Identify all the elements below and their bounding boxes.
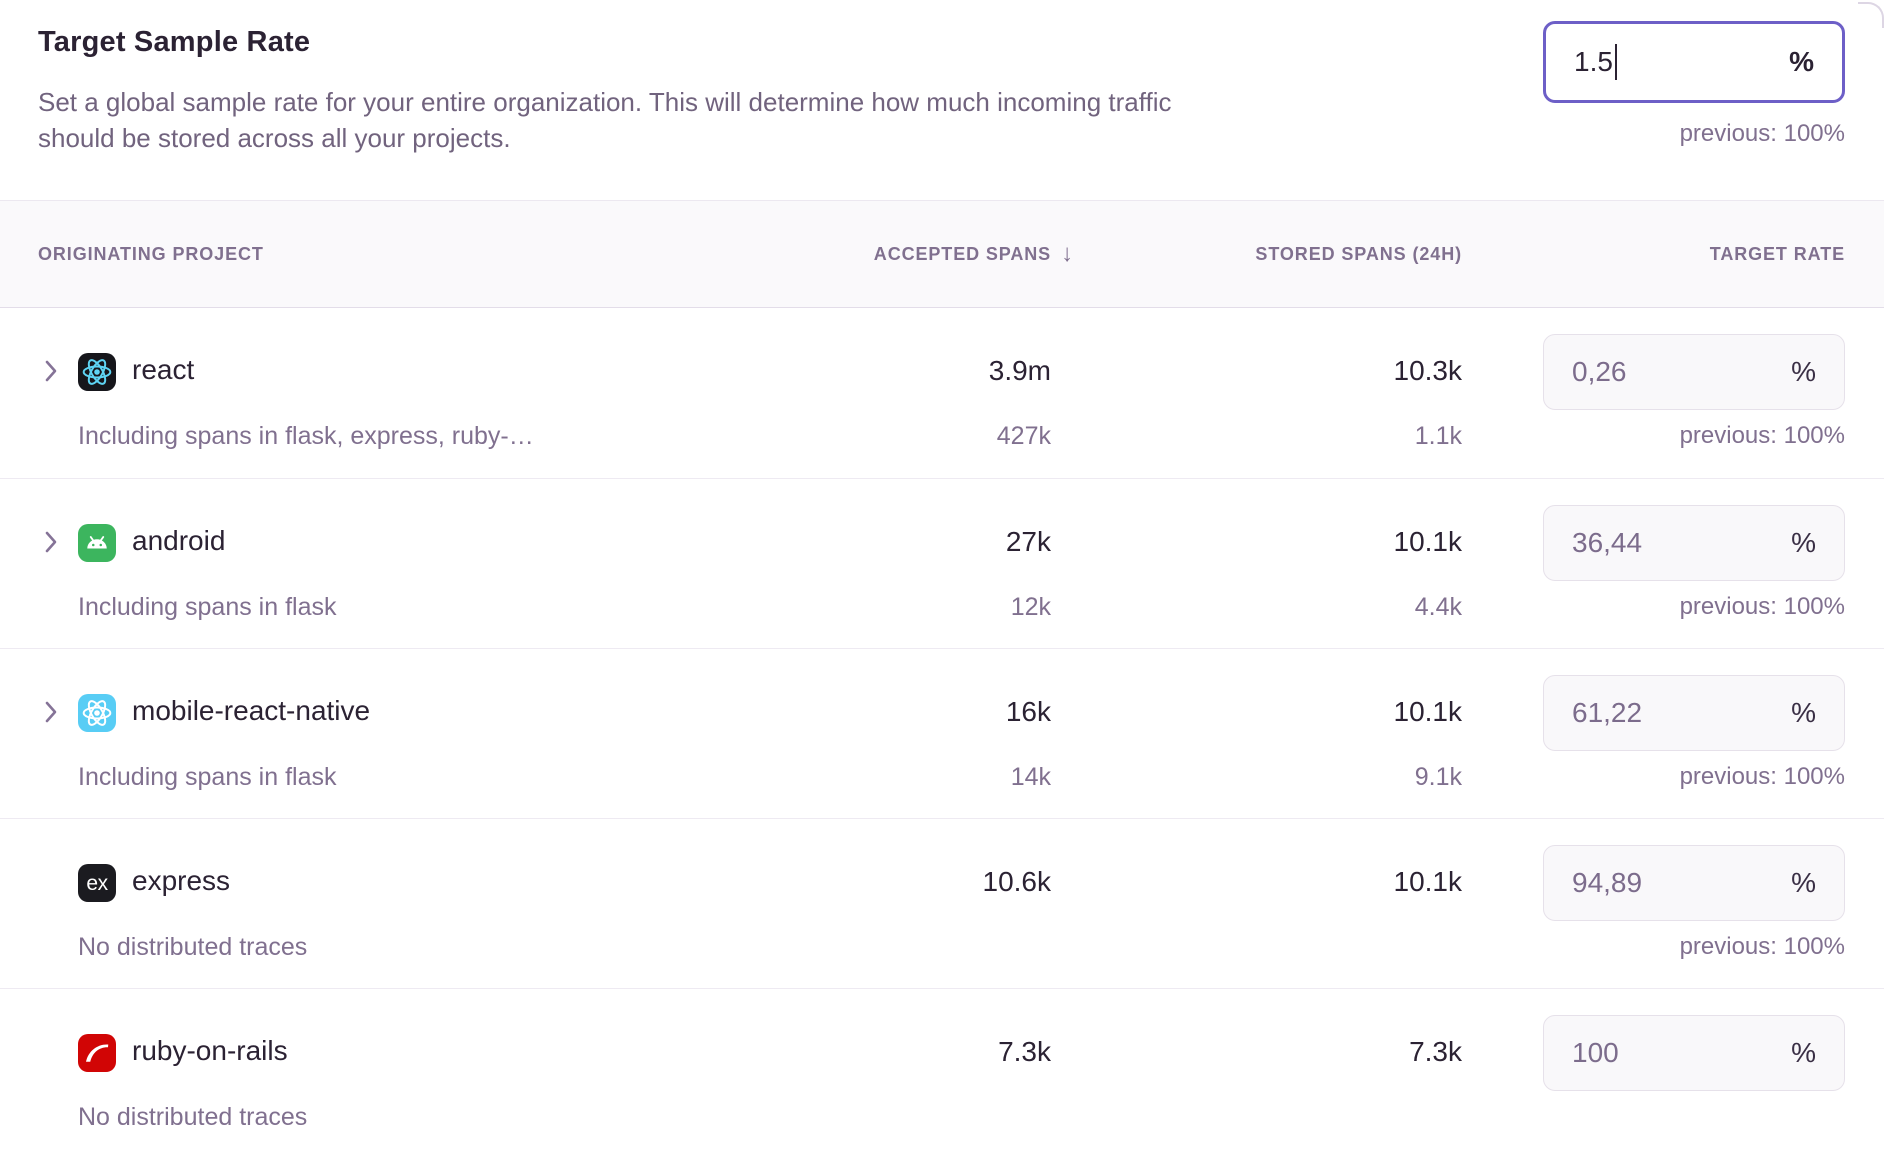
table-body: react 3.9m 10.3k 0,26 % Including spans … (0, 308, 1884, 1158)
chevron-right-icon (45, 701, 57, 723)
sort-descending-icon[interactable]: ↓ (1061, 240, 1074, 267)
android-robot-glyph (87, 536, 107, 549)
column-header-target-rate: TARGET RATE (1709, 243, 1845, 264)
stored-spans-subvalue: 1.1k (1414, 422, 1462, 450)
accepted-spans-value: 7.3k (998, 1036, 1051, 1067)
page-title: Target Sample Rate (38, 26, 311, 58)
target-rate-input[interactable]: 0,26 % (1543, 334, 1845, 410)
page-description: Set a global sample rate for your entire… (38, 87, 1172, 153)
express-glyph: ex (86, 871, 108, 895)
percent-unit-label: % (1791, 867, 1816, 898)
previous-rate-label: previous: 100% (1679, 593, 1845, 620)
project-name[interactable]: android (132, 525, 226, 556)
previous-rate-label: previous: 100% (1679, 933, 1845, 960)
project-name[interactable]: express (132, 865, 231, 896)
accepted-spans-subvalue: 12k (1010, 593, 1051, 621)
expand-row-button[interactable] (40, 699, 62, 727)
previous-rate-label: previous: 100% (1679, 422, 1845, 449)
target-rate-value: 36,44 (1572, 527, 1643, 558)
project-row-react: react 3.9m 10.3k 0,26 % Including spans … (0, 308, 1884, 478)
accepted-spans-subvalue: 14k (1010, 763, 1051, 791)
target-rate-value: 0,26 (1572, 356, 1627, 387)
project-row-express: ex express 10.6k 10.1k 94,89 % No distri… (0, 818, 1884, 988)
target-rate-input[interactable]: 36,44 % (1543, 505, 1845, 581)
project-subtitle: No distributed traces (78, 1103, 308, 1131)
react-atom-glyph (82, 359, 112, 385)
expand-row-button[interactable] (40, 358, 62, 386)
stored-spans-value: 10.1k (1393, 866, 1463, 897)
stored-spans-value: 10.1k (1393, 526, 1463, 557)
target-rate-value: 94,89 (1572, 867, 1643, 898)
stored-spans-subvalue: 9.1k (1414, 763, 1462, 791)
project-subtitle: Including spans in flask, express, ruby-… (78, 422, 534, 450)
stored-spans-value: 7.3k (1409, 1036, 1462, 1067)
previous-rate-label: previous: 100% (1679, 763, 1845, 790)
column-header-originating-project: ORIGINATING PROJECT (38, 243, 264, 264)
panel-header: Target Sample Rate Set a global sample r… (0, 0, 1884, 200)
global-sample-rate-input[interactable]: 1.5 % (1543, 21, 1845, 103)
text-cursor (1614, 44, 1617, 80)
accepted-spans-subvalue: 427k (996, 422, 1051, 450)
project-subtitle: Including spans in flask (78, 763, 337, 791)
target-rate-value: 100 (1572, 1037, 1619, 1068)
platform-icon-rails (78, 1034, 116, 1072)
platform-icon-express: ex (78, 864, 116, 902)
stored-spans-value: 10.3k (1393, 355, 1463, 386)
stored-spans-value: 10.1k (1393, 696, 1463, 727)
chevron-right-icon (45, 531, 57, 553)
project-subtitle: No distributed traces (78, 933, 308, 961)
percent-unit-label: % (1789, 46, 1814, 77)
expand-row-button[interactable] (40, 529, 62, 557)
column-header-stored-spans: STORED SPANS (24H) (1255, 243, 1462, 264)
target-rate-input[interactable]: 94,89 % (1543, 845, 1845, 921)
project-name[interactable]: ruby-on-rails (132, 1035, 288, 1066)
accepted-spans-value: 3.9m (988, 355, 1051, 386)
chevron-right-icon (45, 360, 57, 382)
project-subtitle: Including spans in flask (78, 593, 337, 621)
rails-swoosh-glyph (86, 1044, 109, 1062)
percent-unit-label: % (1791, 527, 1816, 558)
platform-icon-android (78, 524, 116, 562)
accepted-spans-value: 16k (1005, 696, 1051, 727)
percent-unit-label: % (1791, 356, 1816, 387)
panel-corner-border (1858, 2, 1884, 28)
percent-unit-label: % (1791, 1037, 1816, 1068)
global-sample-rate-value: 1.5 (1574, 44, 1617, 80)
project-row-android: android 27k 10.1k 36,44 % Including span… (0, 478, 1884, 648)
react-atom-glyph (82, 700, 112, 726)
platform-icon-react (78, 353, 116, 391)
accepted-spans-value: 10.6k (982, 866, 1052, 897)
previous-rate-label: previous: 100% (1679, 120, 1845, 147)
project-row-ruby-on-rails: ruby-on-rails 7.3k 7.3k 100 % No distrib… (0, 988, 1884, 1158)
table-header: ORIGINATING PROJECT ACCEPTED SPANS ↓ STO… (0, 200, 1884, 308)
project-row-mobile-react-native: mobile-react-native 16k 10.1k 61,22 % In… (0, 648, 1884, 818)
target-rate-input[interactable]: 100 % (1543, 1015, 1845, 1091)
project-name[interactable]: react (132, 354, 195, 385)
target-rate-value: 61,22 (1572, 697, 1643, 728)
stored-spans-subvalue: 4.4k (1414, 593, 1462, 621)
target-rate-input[interactable]: 61,22 % (1543, 675, 1845, 751)
project-name[interactable]: mobile-react-native (132, 695, 371, 726)
percent-unit-label: % (1791, 697, 1816, 728)
accepted-spans-value: 27k (1005, 526, 1051, 557)
platform-icon-react-native (78, 694, 116, 732)
column-header-accepted-spans[interactable]: ACCEPTED SPANS ↓ (873, 240, 1074, 267)
